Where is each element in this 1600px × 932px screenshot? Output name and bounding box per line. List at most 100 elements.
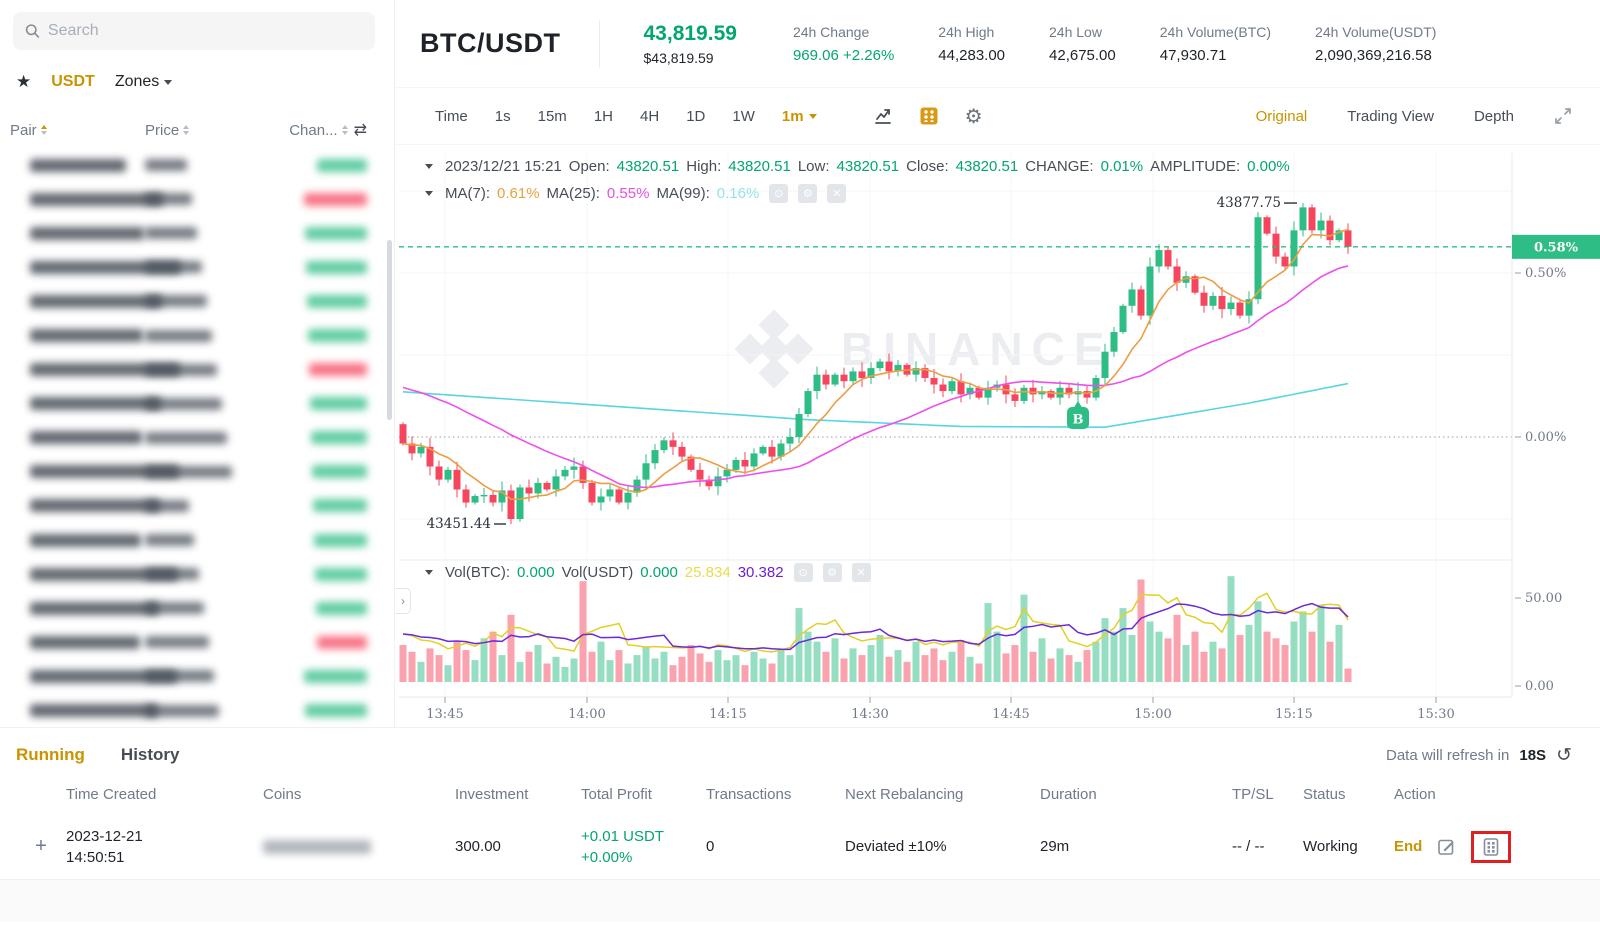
pair-row[interactable] [0, 557, 394, 591]
pair-row[interactable] [0, 250, 394, 284]
search-box[interactable] [13, 12, 375, 50]
collapse-caret-icon[interactable] [425, 191, 433, 196]
interval-1h[interactable]: 1H [593, 107, 613, 125]
col-pair-label[interactable]: Pair [10, 121, 37, 139]
interval-1w[interactable]: 1W [732, 107, 755, 125]
pane-collapse-button[interactable]: › [396, 588, 411, 614]
coins-blurred [263, 839, 371, 854]
ohlc-legend: 2023/12/21 15:21 Open: 43820.51 High: 4382… [425, 158, 1290, 175]
tab-running[interactable]: Running [16, 745, 85, 764]
view-tradingview[interactable]: Trading View [1347, 107, 1434, 125]
view-original[interactable]: Original [1255, 107, 1308, 125]
pair-row[interactable] [0, 318, 394, 352]
favorites-star-icon[interactable]: ★ [16, 72, 32, 91]
svg-text:14:15: 14:15 [709, 707, 746, 722]
kline-style-icon[interactable] [873, 106, 893, 126]
stat-label: 24h Volume(USDT) [1315, 23, 1437, 40]
tab-history[interactable]: History [120, 745, 180, 764]
interval-time[interactable]: Time [435, 107, 468, 125]
gear-icon[interactable]: ⚙ [798, 184, 818, 203]
pair-row[interactable] [0, 625, 394, 659]
end-button[interactable]: End [1394, 838, 1423, 855]
event-marker-b: B [1067, 401, 1089, 429]
collapse-caret-icon[interactable] [425, 570, 433, 575]
volume-legend: Vol(BTC): 0.000 Vol(USDT) 0.000 25.834 30.… [425, 563, 871, 582]
last-price: 43,819.59 [643, 21, 737, 45]
grid-detail-annotation [1471, 830, 1512, 863]
gear-icon[interactable]: ⚙ [822, 563, 842, 582]
svg-text:B: B [1073, 413, 1084, 428]
binance-watermark: BINANCE [735, 310, 1114, 388]
stat-label: 24h High [938, 23, 995, 40]
grid-bot-icon[interactable] [1481, 837, 1501, 857]
pair-row[interactable] [0, 591, 394, 625]
pairs-list[interactable] [0, 148, 394, 727]
interval-1s[interactable]: 1s [494, 107, 511, 125]
svg-text:14:00: 14:00 [568, 707, 605, 722]
kline-chart-area: BINANCE 0.58% 0.50% 0.00% 50.00 0.00 43451.44… [395, 145, 1600, 727]
indicators-icon[interactable] [919, 106, 939, 126]
chevron-down-icon [164, 79, 173, 85]
svg-text:0.00%: 0.00% [1525, 430, 1566, 445]
stat-value: 969.06 +2.26% [792, 46, 895, 64]
chart-toolbar: Time 1s 15m 1H 4H 1D 1W 1m ⚙ Original Tr… [395, 88, 1600, 145]
pair-row[interactable] [0, 694, 394, 728]
view-depth[interactable]: Depth [1473, 107, 1514, 125]
edit-icon[interactable] [1437, 837, 1456, 856]
row-expander[interactable]: + [35, 835, 47, 857]
chevron-down-icon [808, 113, 817, 119]
coins-cell [253, 839, 445, 854]
settings-gear-icon[interactable]: ⚙ [964, 105, 983, 128]
market-sidebar: ★ USDT Zones Pair Price Chan... ⇄ [0, 0, 395, 727]
pair-row[interactable] [0, 284, 394, 318]
pair-row[interactable] [0, 455, 394, 489]
tab-zones[interactable]: Zones [115, 73, 173, 91]
svg-text:15:15: 15:15 [1275, 707, 1312, 722]
sort-price-icon[interactable] [183, 125, 190, 135]
pair-row[interactable] [0, 489, 394, 523]
pair-row[interactable] [0, 387, 394, 421]
search-icon [25, 24, 40, 38]
panel-footer-space [0, 880, 1600, 922]
fullscreen-icon[interactable] [1554, 107, 1572, 125]
pair-title: BTC/USDT [420, 28, 561, 58]
pair-row[interactable] [0, 659, 394, 693]
svg-text:13:45: 13:45 [426, 707, 463, 722]
svg-text:15:00: 15:00 [1134, 707, 1171, 722]
sort-change-icon[interactable] [341, 125, 348, 135]
pair-row[interactable] [0, 148, 394, 182]
interval-selected-1m[interactable]: 1m [782, 108, 817, 125]
pair-row[interactable] [0, 182, 394, 216]
pair-row[interactable] [0, 353, 394, 387]
svg-text:50.00: 50.00 [1525, 591, 1562, 606]
pair-row[interactable] [0, 421, 394, 455]
interval-15m[interactable]: 15m [537, 107, 567, 125]
col-change-label[interactable]: Chan... [289, 121, 338, 139]
collapse-caret-icon[interactable] [425, 164, 433, 169]
bot-row: + 2023-12-21 14:50:51 300.00 +0.01 USDT … [0, 814, 1600, 880]
pair-row[interactable] [0, 523, 394, 557]
status-cell: Working [1303, 838, 1358, 855]
bots-panel: Running History Data will refresh in 18S… [0, 727, 1600, 932]
svg-text:0.00: 0.00 [1525, 679, 1554, 694]
refresh-text: Data will refresh in [1385, 746, 1510, 764]
sort-pair-icon[interactable] [40, 125, 47, 135]
eye-icon[interactable]: ⊙ [793, 563, 813, 582]
next-rebalancing-cell: Deviated ±10% [845, 838, 947, 855]
kline-chart[interactable]: 0.58% 0.50% 0.00% 50.00 0.00 43451.44 43877.75… [395, 145, 1600, 727]
search-input[interactable] [47, 22, 363, 40]
investment-cell: 300.00 [455, 838, 501, 855]
eye-icon[interactable]: ⊙ [769, 184, 789, 203]
tab-usdt[interactable]: USDT [51, 73, 95, 90]
close-icon[interactable]: ✕ [851, 563, 871, 582]
col-price-label[interactable]: Price [145, 121, 180, 139]
pair-row[interactable] [0, 216, 394, 250]
refresh-icon[interactable]: ↺ [1556, 744, 1572, 766]
stat-label: 24h Change [792, 23, 870, 40]
interval-1d[interactable]: 1D [686, 107, 706, 125]
swap-columns-icon[interactable]: ⇄ [353, 122, 367, 139]
interval-4h[interactable]: 4H [640, 107, 660, 125]
sidebar-scrollbar[interactable] [387, 240, 392, 420]
close-icon[interactable]: ✕ [827, 184, 847, 203]
